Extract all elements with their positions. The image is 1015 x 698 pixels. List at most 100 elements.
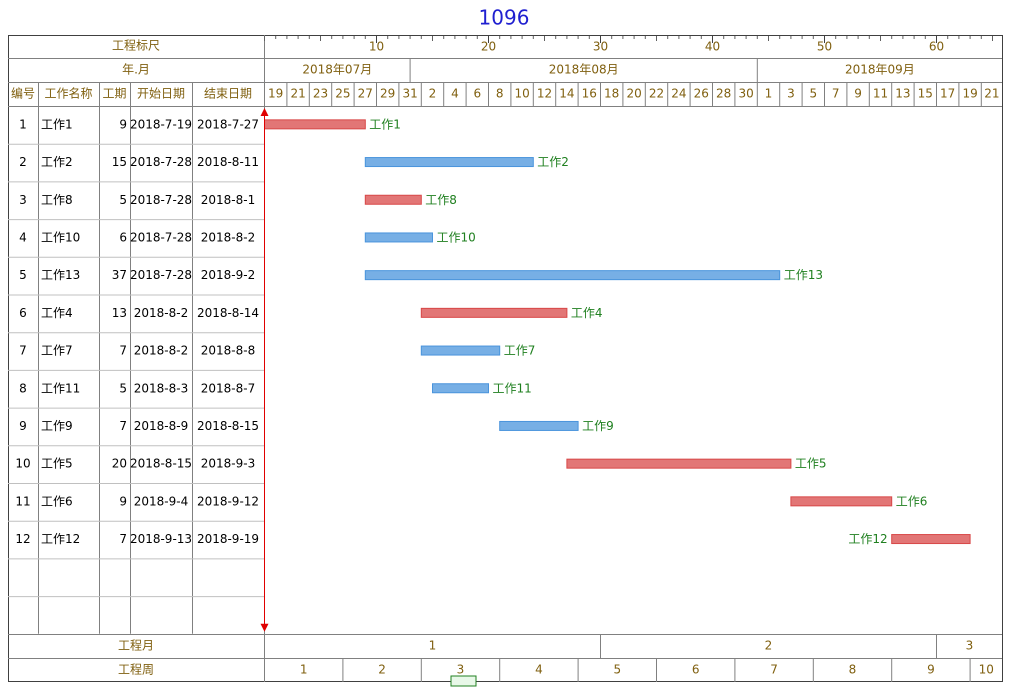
day-header: 1 bbox=[765, 87, 773, 101]
task-bar[interactable] bbox=[364, 270, 781, 281]
day-header: 21 bbox=[290, 87, 305, 101]
task-id: 12 bbox=[15, 532, 30, 546]
day-header: 16 bbox=[582, 87, 597, 101]
task-bar[interactable] bbox=[790, 496, 893, 507]
column-header: 结束日期 bbox=[204, 87, 252, 101]
task-bar[interactable] bbox=[264, 119, 366, 130]
task-start: 2018-8-2 bbox=[134, 344, 188, 358]
task-id: 4 bbox=[19, 230, 27, 244]
task-name: 工作2 bbox=[41, 155, 73, 169]
task-start: 2018-8-3 bbox=[134, 381, 188, 395]
task-name: 工作11 bbox=[41, 381, 80, 395]
task-id: 2 bbox=[19, 155, 27, 169]
task-name: 工作9 bbox=[41, 419, 73, 433]
task-bar-label: 工作1 bbox=[369, 117, 401, 131]
task-end: 2018-9-2 bbox=[201, 268, 255, 282]
ruler-label: 40 bbox=[705, 40, 720, 54]
task-start: 2018-9-4 bbox=[134, 494, 188, 508]
day-header: 8 bbox=[496, 87, 504, 101]
footer-month-label: 工程月 bbox=[118, 638, 154, 653]
task-name: 工作8 bbox=[41, 193, 73, 207]
task-end: 2018-8-1 bbox=[201, 193, 255, 207]
task-bar[interactable] bbox=[432, 383, 489, 394]
task-duration: 9 bbox=[119, 494, 127, 508]
task-start: 2018-8-9 bbox=[134, 419, 188, 433]
task-bar[interactable] bbox=[566, 458, 792, 469]
task-bar[interactable] bbox=[364, 157, 534, 168]
task-id: 9 bbox=[19, 419, 27, 433]
day-header: 27 bbox=[358, 87, 373, 101]
task-duration: 5 bbox=[119, 193, 127, 207]
task-bar-label: 工作11 bbox=[493, 381, 532, 395]
project-week: 8 bbox=[849, 663, 857, 677]
month-label: 年.月 bbox=[122, 63, 150, 77]
day-header: 22 bbox=[649, 87, 664, 101]
project-week: 1 bbox=[300, 663, 308, 677]
day-header: 10 bbox=[514, 87, 529, 101]
task-bar-label: 工作9 bbox=[582, 419, 614, 433]
task-name: 工作4 bbox=[41, 306, 73, 320]
task-bar[interactable] bbox=[420, 307, 568, 318]
task-bar-label: 工作2 bbox=[537, 155, 569, 169]
day-header: 23 bbox=[313, 87, 328, 101]
project-month: 3 bbox=[966, 639, 974, 653]
task-duration: 15 bbox=[112, 155, 127, 169]
task-bar-label: 工作12 bbox=[848, 532, 887, 546]
month-header: 2018年08月 bbox=[549, 63, 619, 77]
day-header: 11 bbox=[873, 87, 888, 101]
task-duration: 7 bbox=[119, 532, 127, 546]
task-bar[interactable] bbox=[364, 232, 433, 243]
task-bar-label: 工作6 bbox=[896, 494, 928, 508]
ruler-label: 工程标尺 bbox=[112, 38, 160, 53]
task-end: 2018-9-3 bbox=[201, 457, 255, 471]
frame bbox=[8, 35, 1003, 682]
day-header: 6 bbox=[473, 87, 481, 101]
task-end: 2018-8-7 bbox=[201, 381, 255, 395]
task-duration: 37 bbox=[112, 268, 127, 282]
task-name: 工作10 bbox=[41, 230, 80, 244]
task-duration: 9 bbox=[119, 117, 127, 131]
task-end: 2018-9-12 bbox=[197, 494, 259, 508]
task-start: 2018-8-2 bbox=[134, 306, 188, 320]
task-start: 2018-7-19 bbox=[130, 117, 192, 131]
task-id: 1 bbox=[19, 117, 27, 131]
task-end: 2018-8-15 bbox=[197, 419, 259, 433]
task-duration: 7 bbox=[119, 344, 127, 358]
ruler-label: 50 bbox=[817, 40, 832, 54]
day-header: 5 bbox=[809, 87, 817, 101]
task-id: 8 bbox=[19, 381, 27, 395]
task-bar[interactable] bbox=[364, 194, 422, 205]
task-start: 2018-7-28 bbox=[130, 155, 192, 169]
ruler-label: 20 bbox=[481, 40, 496, 54]
day-header: 15 bbox=[918, 87, 933, 101]
day-header: 21 bbox=[984, 87, 999, 101]
task-duration: 6 bbox=[119, 230, 127, 244]
day-header: 19 bbox=[962, 87, 977, 101]
project-week: 6 bbox=[692, 663, 700, 677]
task-bar-label: 工作10 bbox=[437, 230, 476, 244]
task-end: 2018-9-19 bbox=[197, 532, 259, 546]
day-header: 26 bbox=[694, 87, 709, 101]
ruler-label: 60 bbox=[929, 40, 944, 54]
scroll-handle[interactable] bbox=[450, 675, 477, 687]
task-name: 工作5 bbox=[41, 457, 73, 471]
task-bar-label: 工作4 bbox=[571, 306, 603, 320]
task-bar[interactable] bbox=[420, 345, 501, 356]
day-header: 28 bbox=[716, 87, 731, 101]
task-bar[interactable] bbox=[499, 420, 579, 431]
project-week: 10 bbox=[979, 663, 994, 677]
task-bar-label: 工作5 bbox=[795, 457, 827, 471]
project-week: 4 bbox=[535, 663, 543, 677]
ruler-label: 10 bbox=[369, 40, 384, 54]
day-header: 18 bbox=[604, 87, 619, 101]
column-header: 工期 bbox=[102, 87, 126, 101]
day-header: 4 bbox=[451, 87, 459, 101]
task-name: 工作13 bbox=[41, 268, 80, 282]
task-start: 2018-7-28 bbox=[130, 230, 192, 244]
month-header: 2018年09月 bbox=[845, 63, 915, 77]
task-name: 工作6 bbox=[41, 494, 73, 508]
day-header: 7 bbox=[832, 87, 840, 101]
project-week: 7 bbox=[770, 663, 778, 677]
task-duration: 13 bbox=[112, 306, 127, 320]
task-bar[interactable] bbox=[891, 534, 971, 545]
